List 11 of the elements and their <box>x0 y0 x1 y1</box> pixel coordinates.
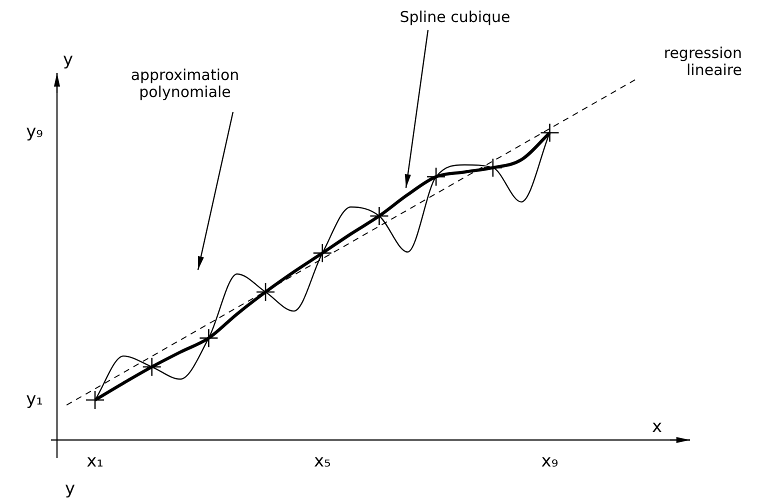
x-tick-label: x₉ <box>541 452 558 472</box>
text: approximation polynomiale <box>130 66 240 101</box>
x-axis-title: x <box>652 417 662 437</box>
series-label: regression lineaire <box>664 44 742 79</box>
y-axis-title: y <box>63 50 74 70</box>
x-tick-label: x₅ <box>314 452 331 472</box>
text: y₉ <box>26 122 44 142</box>
text: Spline cubique <box>400 8 510 26</box>
text: y₁ <box>26 389 43 410</box>
text: y <box>64 479 76 498</box>
x-tick-label: x₁ <box>86 452 104 472</box>
